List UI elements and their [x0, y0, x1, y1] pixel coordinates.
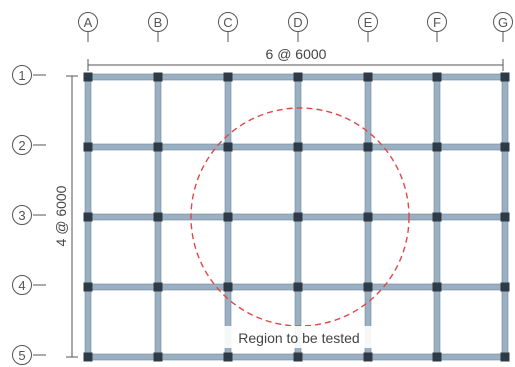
grid-bubble-5: 5: [12, 345, 46, 365]
column-A5: [83, 352, 93, 362]
grid-bubble-label: C: [223, 15, 232, 30]
grid-bubble-label: 5: [18, 348, 25, 363]
grid-bubble-label: A: [84, 15, 93, 30]
column-D1: [293, 72, 303, 82]
column-C1: [223, 72, 233, 82]
column-G1: [500, 72, 510, 82]
grid-bubble-4: 4: [12, 275, 46, 295]
grid-bubble-label: B: [154, 15, 163, 30]
grid-bubble-D: D: [288, 12, 308, 42]
span-x-label: 6 @ 6000: [266, 46, 327, 62]
grid-bubble-B: B: [148, 12, 168, 42]
grid-bubble-C: C: [218, 12, 238, 42]
column-F3: [432, 212, 442, 222]
column-grid-bubbles: A B C D E F G: [78, 12, 513, 42]
column-A1: [83, 72, 93, 82]
column-B2: [153, 142, 163, 152]
column-G5: [500, 352, 510, 362]
column-E4: [363, 282, 373, 292]
span-x-dimension: 6 @ 6000: [87, 46, 504, 71]
column-G3: [500, 212, 510, 222]
column-B3: [153, 212, 163, 222]
column-C4: [223, 282, 233, 292]
column-D5: [293, 352, 303, 362]
column-F2: [432, 142, 442, 152]
column-F4: [432, 282, 442, 292]
grid-bubble-2: 2: [12, 135, 46, 155]
column-E2: [363, 142, 373, 152]
span-y-label: 4 @ 6000: [53, 185, 69, 246]
grid-bubble-label: F: [433, 15, 441, 30]
grid-bubble-label: 1: [18, 68, 25, 83]
column-B4: [153, 282, 163, 292]
grid-bubble-label: G: [498, 15, 508, 30]
grid-bubble-A: A: [78, 12, 98, 42]
column-E5: [363, 352, 373, 362]
column-G2: [500, 142, 510, 152]
row-grid-bubbles: 1 2 3 4 5: [12, 65, 46, 365]
column-G4: [500, 282, 510, 292]
grid-bubble-G: G: [493, 12, 513, 42]
column-B1: [153, 72, 163, 82]
column-A4: [83, 282, 93, 292]
column-F5: [432, 352, 442, 362]
column-E3: [363, 212, 373, 222]
column-C3: [223, 212, 233, 222]
column-D2: [293, 142, 303, 152]
column-E1: [363, 72, 373, 82]
column-C5: [223, 352, 233, 362]
column-C2: [223, 142, 233, 152]
grid-bubble-1: 1: [12, 65, 46, 85]
span-y-dimension: 4 @ 6000: [53, 75, 78, 358]
column-markers: [83, 72, 510, 362]
column-A3: [83, 212, 93, 222]
region-label: Region to be tested: [238, 330, 359, 346]
column-F1: [432, 72, 442, 82]
column-D4: [293, 282, 303, 292]
grid-bubble-label: D: [293, 15, 302, 30]
grid-bubble-label: 2: [18, 138, 25, 153]
grid-bubble-label: E: [364, 15, 373, 30]
grid-bubble-F: F: [427, 12, 447, 42]
grid-bubble-3: 3: [12, 205, 46, 225]
column-B5: [153, 352, 163, 362]
column-A2: [83, 142, 93, 152]
grid-bubble-E: E: [358, 12, 378, 42]
column-D3: [293, 212, 303, 222]
grid-bubble-label: 4: [18, 278, 25, 293]
grid-bubble-label: 3: [18, 208, 25, 223]
